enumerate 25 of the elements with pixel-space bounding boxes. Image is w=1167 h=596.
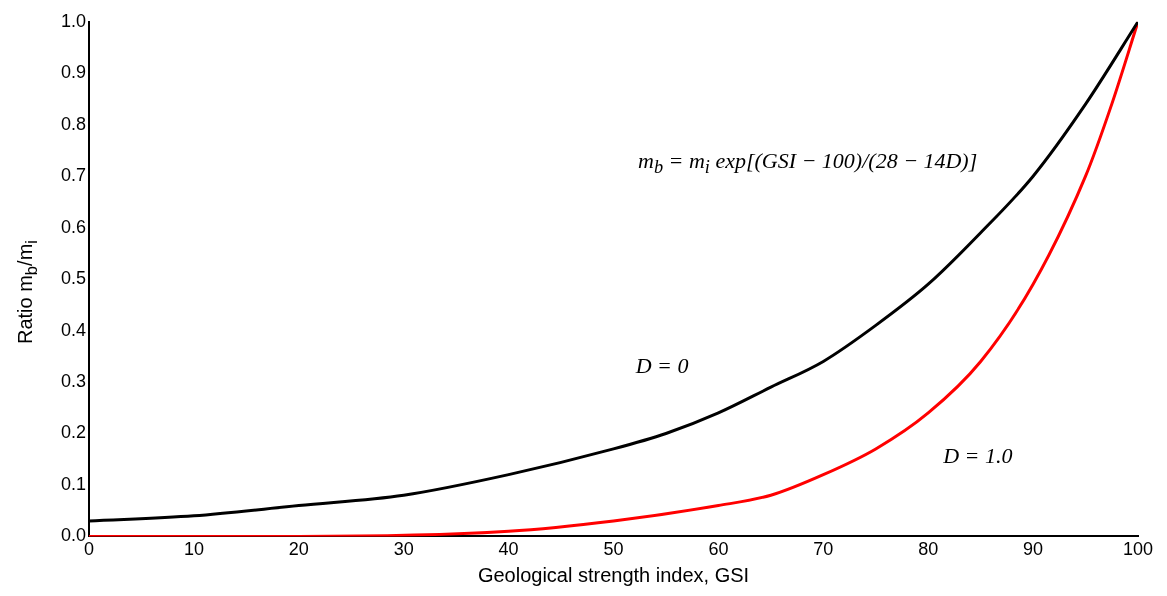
y-tick-label: 0.2 — [60, 422, 87, 443]
x-tick-label: 0 — [84, 539, 95, 560]
series-label: D = 0 — [634, 352, 689, 378]
y-tick-label: 0.7 — [60, 165, 87, 186]
annotation: m$_{b}$ = m$_{i}$ exp[(GSI − 100)/(28 − 14D)] — [638, 148, 978, 179]
x-tick-label: 20 — [288, 539, 309, 560]
y-tick-label: 0.3 — [60, 370, 87, 391]
y-tick-label: 0.9 — [60, 62, 87, 83]
y-tick-label: 0.1 — [60, 473, 87, 494]
x-axis-title: Geological strength index, GSI — [477, 563, 750, 586]
x-tick-label: 100 — [1122, 539, 1154, 560]
x-tick-label: 90 — [1023, 539, 1044, 560]
y-tick-label: 0.8 — [60, 113, 87, 134]
x-tick-label: 80 — [918, 539, 939, 560]
y-tick-label: 0.6 — [60, 216, 87, 237]
x-tick-label: 70 — [813, 539, 834, 560]
x-tick-label: 30 — [393, 539, 414, 560]
y-tick-label: 0.5 — [60, 268, 87, 289]
x-tick-label: 40 — [498, 539, 519, 560]
x-tick-label: 50 — [603, 539, 624, 560]
y-tick-label: 1.0 — [60, 10, 87, 31]
series-label: D = 1.0 — [942, 442, 1013, 468]
x-tick-label: 10 — [183, 539, 204, 560]
y-tick-label: 0.4 — [60, 319, 87, 340]
x-tick-label: 60 — [708, 539, 729, 560]
